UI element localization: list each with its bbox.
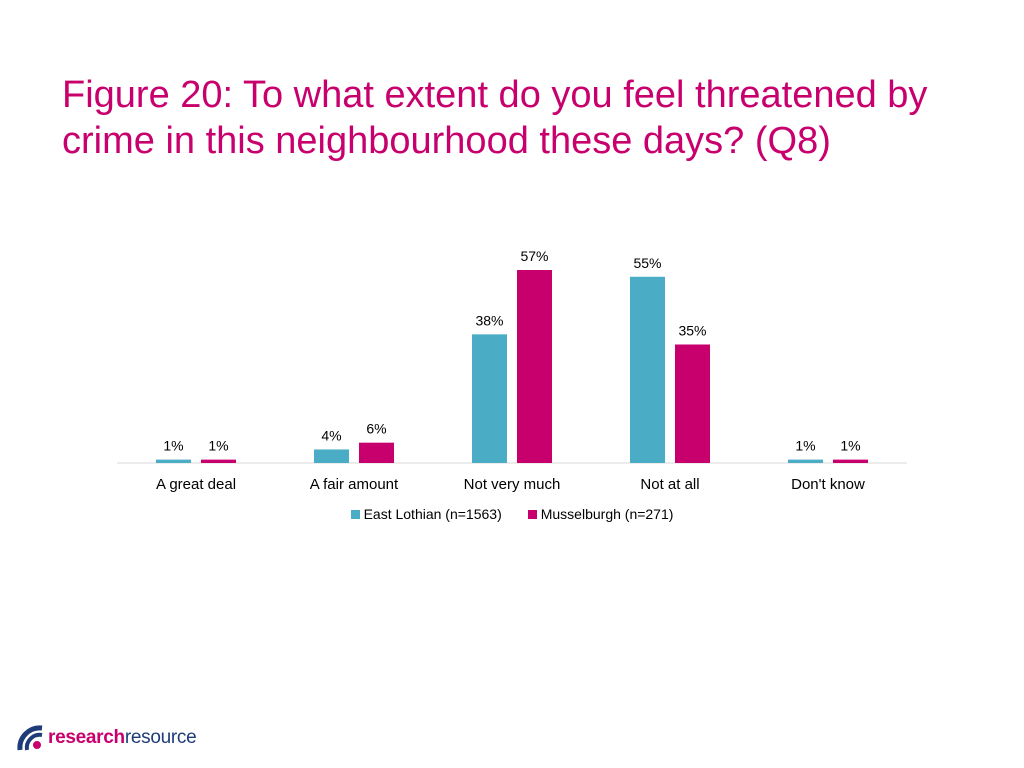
x-tick-label-a-great-deal: A great deal [156, 476, 236, 493]
data-label-not-at-all-series-1: 55% [633, 255, 661, 271]
data-label-not-very-much-series-2: 57% [520, 248, 548, 264]
bar-don-t-know-series-2 [833, 459, 868, 463]
bar-a-great-deal-series-2 [201, 459, 236, 463]
research-resource-logo: researchresource [16, 722, 197, 754]
bar-not-very-much-series-1 [472, 334, 507, 463]
legend-swatch-musselburgh [527, 509, 537, 519]
logo-wordmark: researchresource [48, 727, 197, 749]
logo-word-research: research [48, 727, 125, 748]
legend-swatch-east-lothian [350, 509, 360, 519]
legend-label-musselburgh: Musselburgh (n=271) [540, 506, 674, 522]
bar-chart: 1% 1% 4% 6% 38% 57% 55% 35% 1% 1% A great deal A f… [117, 248, 907, 493]
data-label-don-t-know-series-1: 1% [795, 438, 815, 454]
logo-word-resource: resource [124, 727, 197, 748]
x-tick-label-don-t-know: Don't know [791, 476, 865, 493]
data-label-don-t-know-series-2: 1% [840, 438, 860, 454]
legend-item-east-lothian: East Lothian (n=1563) [350, 506, 502, 522]
legend-item-musselburgh: Musselburgh (n=271) [527, 506, 674, 522]
bar-don-t-know-series-1 [788, 459, 823, 463]
data-label-not-very-much-series-1: 38% [475, 312, 503, 328]
x-tick-label-not-at-all: Not at all [640, 476, 699, 493]
data-label-not-at-all-series-2: 35% [678, 322, 706, 338]
bar-not-at-all-series-2 [675, 344, 710, 463]
data-label-a-great-deal-series-1: 1% [163, 438, 183, 454]
chart-legend: East Lothian (n=1563) Musselburgh (n=271… [0, 506, 1024, 522]
bar-a-fair-amount-series-2 [359, 442, 394, 463]
bar-a-great-deal-series-1 [156, 459, 191, 463]
legend-label-east-lothian: East Lothian (n=1563) [363, 506, 502, 522]
data-label-a-great-deal-series-2: 1% [208, 438, 228, 454]
chart-title: Figure 20: To what extent do you feel th… [62, 74, 928, 162]
x-tick-label-not-very-much: Not very much [464, 476, 561, 493]
x-tick-label-a-fair-amount: A fair amount [310, 476, 399, 493]
data-label-a-fair-amount-series-2: 6% [366, 421, 386, 437]
logo-mark-icon [17, 725, 43, 751]
bar-a-fair-amount-series-1 [314, 449, 349, 463]
data-label-a-fair-amount-series-1: 4% [321, 427, 341, 443]
bar-not-very-much-series-2 [517, 270, 552, 463]
bar-not-at-all-series-1 [630, 276, 665, 463]
